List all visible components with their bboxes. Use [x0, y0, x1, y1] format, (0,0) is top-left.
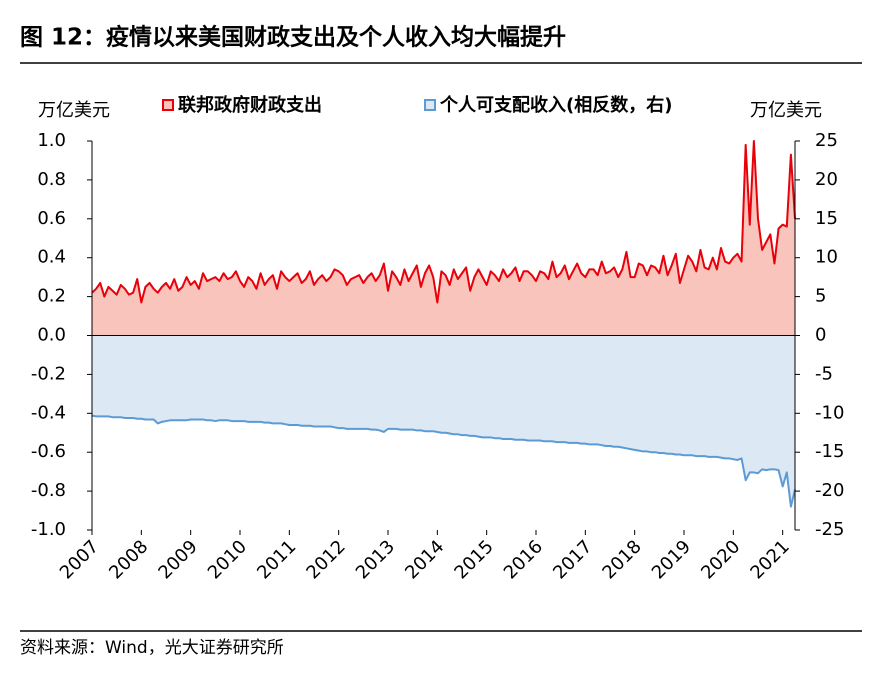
y-tick-label: 1.0 [37, 130, 66, 151]
y2-tick-label: 25 [815, 130, 838, 151]
series-line [91, 414, 796, 508]
x-tick-label: 2014 [401, 536, 448, 583]
x-tick-label: 2008 [105, 536, 152, 583]
x-tick-label: 2020 [697, 536, 744, 583]
legend-label: 个人可支配收入(相反数，右) [439, 94, 672, 116]
area-fill [92, 335, 795, 507]
y2-tick-label: 0 [815, 325, 826, 346]
y-tick-label: 0.0 [37, 325, 66, 346]
y-tick-label: -0.8 [31, 480, 66, 501]
x-tick-label: 2009 [154, 536, 201, 583]
y2-tick-label: -15 [815, 441, 844, 462]
y-tick-label: -1.0 [31, 519, 66, 540]
y-tick-label: -0.4 [31, 402, 66, 423]
source: 资料来源：Wind，光大证券研究所 [20, 638, 284, 658]
y2-tick-label: 15 [815, 208, 838, 229]
x-tick-label: 2016 [500, 536, 547, 583]
x-tick-label: 2011 [253, 536, 300, 583]
series-line [91, 140, 796, 304]
y-tick-label: 0.8 [37, 169, 66, 190]
area-fill [92, 141, 795, 336]
y-axis-label: 万亿美元 [38, 100, 110, 121]
y2-tick-label: 20 [815, 169, 838, 190]
x-tick-label: 2019 [648, 536, 695, 583]
x-tick-label: 2018 [598, 536, 645, 583]
y2-tick-label: -25 [815, 519, 844, 540]
y-tick-label: 0.2 [37, 286, 66, 307]
y2-axis-label: 万亿美元 [750, 100, 822, 121]
y-tick-label: -0.2 [31, 363, 66, 384]
chart-title: 图 12：疫情以来美国财政支出及个人收入均大幅提升 [20, 24, 566, 51]
y-tick-label: 0.6 [37, 208, 66, 229]
legend-swatch [424, 99, 436, 111]
x-tick-label: 2013 [352, 536, 399, 583]
x-tick-label: 2007 [56, 536, 103, 583]
y2-tick-label: 5 [815, 286, 826, 307]
x-tick-label: 2021 [746, 536, 793, 583]
x-tick-label: 2015 [450, 536, 497, 583]
y2-tick-label: -20 [815, 480, 844, 501]
x-tick-label: 2012 [302, 536, 349, 583]
y-tick-label: -0.6 [31, 441, 66, 462]
legend-label: 联邦政府财政支出 [178, 94, 322, 116]
legend-swatch [162, 99, 174, 111]
x-tick-label: 2010 [204, 536, 251, 583]
y-tick-label: 0.4 [37, 247, 66, 268]
y2-tick-label: -10 [815, 402, 844, 423]
y2-tick-label: 10 [815, 247, 838, 268]
y2-tick-label: -5 [815, 363, 833, 384]
x-tick-label: 2017 [549, 536, 596, 583]
